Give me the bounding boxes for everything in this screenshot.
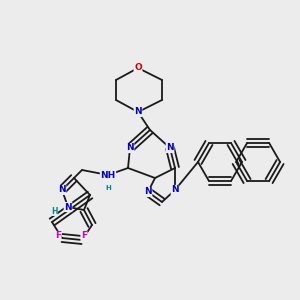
Text: H: H [51, 206, 57, 215]
Text: F: F [55, 232, 61, 241]
Text: F: F [81, 232, 87, 241]
Text: N: N [144, 188, 152, 196]
Text: O: O [134, 64, 142, 73]
Text: NH: NH [100, 170, 116, 179]
Text: N: N [126, 143, 134, 152]
Text: N: N [166, 143, 174, 152]
Text: H: H [105, 185, 111, 191]
Text: N: N [134, 107, 142, 116]
Text: N: N [58, 185, 66, 194]
Text: N: N [64, 202, 72, 211]
Text: N: N [171, 185, 179, 194]
